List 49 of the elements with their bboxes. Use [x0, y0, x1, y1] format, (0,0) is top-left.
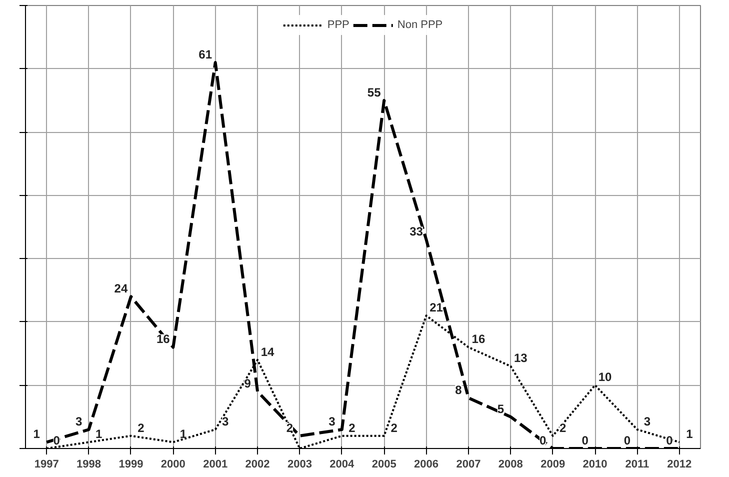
x-tick-label: 2009 — [540, 458, 566, 470]
data-label: 9 — [244, 376, 252, 391]
data-label: 24 — [114, 282, 128, 296]
data-label: 1 — [95, 427, 102, 442]
data-label: 8 — [455, 382, 462, 397]
x-tick-label: 2008 — [498, 458, 523, 470]
data-label: 0 — [540, 434, 547, 448]
data-label: 0 — [582, 434, 589, 448]
data-label: 1 — [686, 427, 694, 442]
data-label: 16 — [472, 332, 486, 346]
x-tick-label: 2001 — [203, 458, 228, 470]
legend-label: PPP — [327, 19, 350, 31]
data-label: 5 — [497, 402, 504, 416]
x-tick-label: 2012 — [667, 458, 692, 470]
x-tick-label: 2000 — [160, 458, 186, 470]
data-label: 2 — [138, 420, 145, 435]
data-label: 2 — [390, 420, 398, 435]
data-label: 2 — [560, 420, 567, 435]
data-label: 3 — [222, 414, 230, 429]
x-tick-label: 2005 — [372, 458, 396, 470]
data-label: 13 — [514, 351, 528, 366]
data-label: 10 — [598, 370, 612, 384]
x-tick-label: 2010 — [582, 458, 608, 470]
data-label: 14 — [260, 344, 275, 359]
data-label: 1 — [33, 427, 40, 442]
data-label: 0 — [53, 434, 60, 448]
x-tick-label: 1997 — [34, 458, 59, 470]
legend-label: Non PPP — [397, 19, 443, 31]
data-label: 16 — [156, 332, 170, 346]
x-tick-label: 2004 — [330, 458, 356, 470]
data-label: 1 — [180, 427, 187, 442]
data-label: 3 — [328, 414, 336, 429]
data-label: 61 — [198, 47, 212, 62]
data-label: 55 — [367, 85, 382, 100]
x-tick-label: 2006 — [414, 458, 439, 470]
x-tick-label: 2003 — [287, 458, 312, 470]
data-label: 0 — [624, 434, 631, 448]
x-tick-label: 2007 — [456, 458, 481, 470]
x-tick-label: 2002 — [245, 458, 270, 470]
data-label: 21 — [430, 300, 444, 315]
data-label: 2 — [348, 420, 356, 435]
x-tick-label: 2011 — [625, 458, 650, 470]
data-label: 3 — [75, 414, 82, 429]
x-tick-label: 1998 — [76, 458, 102, 470]
data-label: 0 — [666, 434, 674, 448]
data-label: 3 — [644, 414, 651, 429]
data-label: 33 — [410, 224, 424, 239]
data-label: 2 — [286, 420, 294, 435]
x-tick-label: 1999 — [118, 458, 144, 470]
